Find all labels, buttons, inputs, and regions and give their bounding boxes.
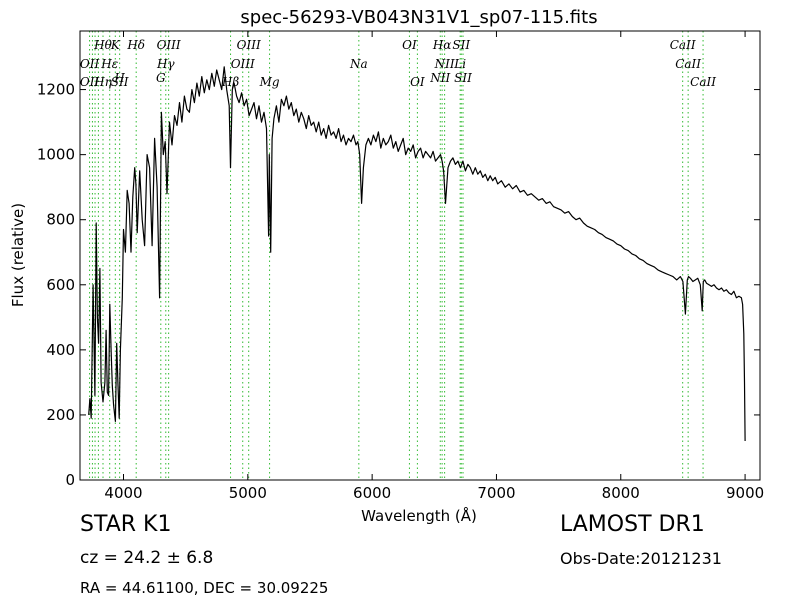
line-label-15: Li	[453, 57, 466, 71]
redshift-label: cz = 24.2 ± 6.8	[80, 548, 214, 568]
line-label-4: OIII	[237, 38, 261, 52]
line-label-25: G	[156, 71, 166, 85]
y-tick-label: 0	[65, 471, 75, 489]
line-label-22: OI	[410, 75, 425, 89]
y-tick-label: 800	[46, 211, 75, 229]
y-tick-label: 200	[46, 406, 75, 424]
line-label-1: K	[110, 38, 121, 52]
y-axis: 0 200 400 600 800 1000 1200	[37, 81, 760, 489]
chart-title: spec-56293-VB043N31V1_sp07-115.fits	[240, 7, 597, 28]
line-label-11: Hγ	[156, 57, 175, 71]
x-tick-label: 8000	[602, 484, 640, 502]
line-label-16: CaII	[675, 57, 701, 71]
plot-frame	[79, 30, 761, 481]
x-tick-label: 6000	[353, 484, 391, 502]
line-label-7: SII	[452, 38, 470, 52]
x-tick-label: 5000	[229, 484, 267, 502]
line-label-21: Mg	[259, 75, 280, 89]
reference-lines-group	[89, 31, 704, 480]
y-tick-label: 400	[46, 341, 75, 359]
coordinates-label: RA = 44.61100, DEC = 30.09225	[80, 579, 329, 597]
survey-label: LAMOST DR1	[560, 512, 705, 537]
line-label-9: OII	[80, 57, 100, 71]
y-tick-label: 1000	[37, 146, 75, 164]
line-label-17: OII	[80, 75, 100, 89]
line-label-24: H	[113, 71, 125, 85]
x-tick-label: 7000	[477, 484, 515, 502]
y-tick-label: 1200	[37, 81, 75, 99]
line-label-10: Hε	[100, 57, 118, 71]
x-tick-label: 4000	[104, 484, 142, 502]
line-label-6: Hα	[432, 38, 452, 52]
line-label-14: NII	[434, 57, 455, 71]
line-label-19: SII	[111, 75, 129, 89]
obs-date-label: Obs-Date:20121231	[560, 549, 722, 568]
line-label-2: Hδ	[126, 38, 145, 52]
y-axis-label: Flux (relative)	[9, 203, 27, 307]
spectrum-series-line	[88, 66, 746, 442]
x-axis-label: Wavelength (Å)	[361, 506, 477, 525]
line-label-5: OI	[402, 38, 417, 52]
line-label-27: SII	[454, 71, 472, 85]
x-tick-label: 9000	[726, 484, 764, 502]
line-label-26: NII	[429, 71, 450, 85]
line-label-13: Na	[349, 57, 368, 71]
line-label-12: OIII	[231, 57, 255, 71]
line-label-8: CaII	[670, 38, 696, 52]
line-label-23: CaII	[690, 75, 716, 89]
object-class-label: STAR K1	[80, 512, 172, 537]
y-tick-label: 600	[46, 276, 75, 294]
line-label-0: Hθ	[93, 38, 112, 52]
x-axis: 4000 5000 6000 7000 8000 9000	[104, 31, 764, 502]
line-label-3: OIII	[157, 38, 181, 52]
line-label-18: Hη	[93, 75, 112, 89]
